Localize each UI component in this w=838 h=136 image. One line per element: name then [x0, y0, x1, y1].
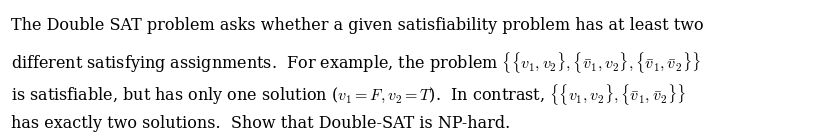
Text: different satisfying assignments.  For example, the problem $\{\{v_1, v_2\}, \{\: different satisfying assignments. For ex… — [11, 50, 701, 75]
Text: The Double SAT problem asks whether a given satisfiability problem has at least : The Double SAT problem asks whether a gi… — [11, 17, 703, 34]
Text: is satisfiable, but has only one solution ($v_1 = F, v_2 = T$).  In contrast, $\: is satisfiable, but has only one solutio… — [11, 82, 686, 107]
Text: has exactly two solutions.  Show that Double-SAT is NP-hard.: has exactly two solutions. Show that Dou… — [11, 115, 510, 132]
